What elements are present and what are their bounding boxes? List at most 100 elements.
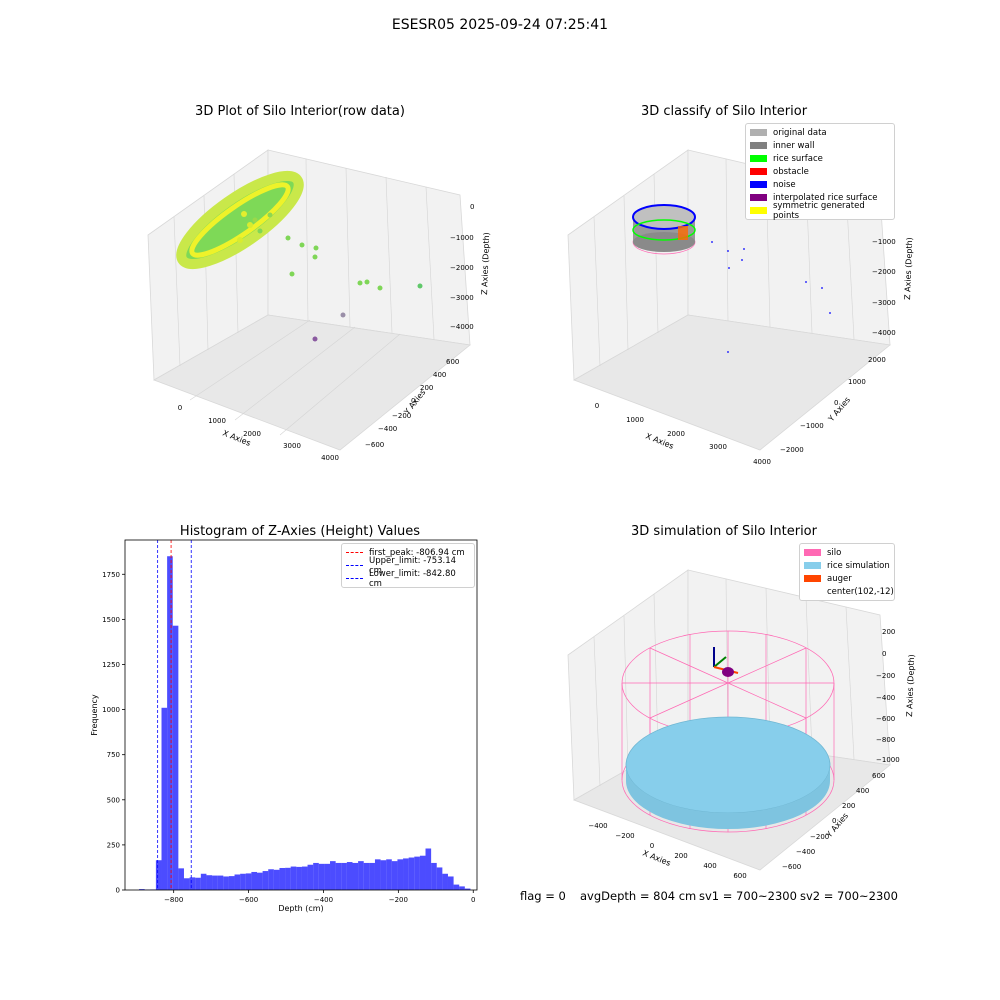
classify-y-tick: −2000 xyxy=(780,446,804,454)
legend-entry: Lower_limit: -842.80 cm xyxy=(342,569,474,589)
simulation-3d-plot: −400 −200 0 200 400 600 600 400 200 0 −2… xyxy=(567,569,916,880)
histogram-y-tick: 1750 xyxy=(102,571,120,579)
simulation-auger xyxy=(713,647,739,677)
classify-y-tick: 2000 xyxy=(868,356,886,364)
histogram-bar xyxy=(257,872,263,890)
legend-entry: interpolated rice surface xyxy=(746,191,894,204)
classify-silo-cylinder xyxy=(632,204,696,255)
raw-x-tick: 2000 xyxy=(243,430,261,438)
raw-y-tick: 0 xyxy=(411,397,415,405)
raw-z-tick: −2000 xyxy=(450,264,474,272)
histogram-bar xyxy=(324,863,331,890)
legend-entry: auger xyxy=(800,572,894,585)
histogram-y-tick: 0 xyxy=(116,887,120,895)
classify-y-tick: −1000 xyxy=(800,422,824,430)
simulation-z-tick: −200 xyxy=(876,672,895,680)
histogram-bar xyxy=(301,866,308,890)
histogram-bar xyxy=(167,556,173,890)
histogram-bar xyxy=(352,862,359,890)
simulation-z-label: Z Axies (Depth) xyxy=(905,654,916,717)
sv2-text: sv2 = 700~2300 xyxy=(800,889,898,903)
simulation-y-ticks: 600 400 200 0 −200 −400 −600 xyxy=(782,772,885,871)
simulation-z-tick: −800 xyxy=(876,736,895,744)
histogram-chart: −800 −600 −400 −200 0 0 250 500 750 1000 1250 1500… xyxy=(90,539,478,913)
raw-3d-axes-panes xyxy=(147,149,471,451)
avg-depth-text: avgDepth = 804 cm xyxy=(580,889,697,903)
classify-plot-title: 3D classify of Silo Interior xyxy=(640,104,808,119)
raw-y-tick: −400 xyxy=(378,425,397,433)
histogram-bar xyxy=(419,855,426,890)
histogram-y-tick: 1500 xyxy=(102,616,120,624)
simulation-legend: silo rice simulation auger center(102,-1… xyxy=(799,543,895,601)
simulation-x-ticks: −400 −200 0 200 400 600 xyxy=(588,822,746,880)
raw-plot-title: 3D Plot of Silo Interior(row data) xyxy=(195,104,405,119)
classify-z-tick: −1000 xyxy=(872,238,896,246)
histogram-bar xyxy=(139,889,145,890)
legend-entry: noise xyxy=(746,178,894,191)
raw-grid xyxy=(173,158,435,436)
classify-x-tick: 2000 xyxy=(667,430,685,438)
raw-y-ticks: 600 400 200 0 −200 −400 −600 xyxy=(365,358,459,449)
histogram-x-tick: −800 xyxy=(164,896,183,904)
histogram-bar xyxy=(200,873,207,890)
histogram-y-tick: 750 xyxy=(107,751,120,759)
legend-swatch xyxy=(750,168,767,175)
histogram-bar xyxy=(431,862,437,890)
raw-z-ticks: 0 −1000 −2000 −3000 −4000 xyxy=(450,203,474,331)
histogram-title: Histogram of Z-Axies (Height) Values xyxy=(179,524,421,539)
histogram-bar xyxy=(447,876,454,890)
histogram-x-tick: 0 xyxy=(471,896,475,904)
histogram-bar xyxy=(464,888,471,890)
legend-swatch xyxy=(804,562,821,569)
histogram-bar xyxy=(245,873,252,890)
histogram-bar xyxy=(228,876,235,890)
legend-entry: center(102,-12) xyxy=(800,585,894,598)
simulation-x-tick: 0 xyxy=(650,842,654,850)
histogram-bar xyxy=(436,867,443,890)
histogram-bar xyxy=(330,861,336,890)
simulation-plot-title: 3D simulation of Silo Interior xyxy=(631,524,817,539)
classify-y-label: Y Axies xyxy=(826,395,852,424)
flag-text: flag = 0 xyxy=(520,889,566,903)
raw-x-ticks: 0 1000 2000 3000 4000 xyxy=(178,404,339,460)
histogram-bar xyxy=(318,863,325,890)
raw-y-tick: 400 xyxy=(433,371,446,379)
raw-x-tick: 0 xyxy=(178,404,182,412)
histogram-bar xyxy=(414,856,420,890)
histogram-bar xyxy=(459,886,465,890)
legend-entry: inner wall xyxy=(746,139,894,152)
legend-swatch xyxy=(750,181,767,188)
histogram-bar xyxy=(408,857,415,890)
histogram-bar xyxy=(307,864,314,890)
classify-noise-points xyxy=(711,241,831,353)
raw-x-tick: 3000 xyxy=(283,442,301,450)
histogram-bar xyxy=(335,862,342,890)
raw-z-tick: 0 xyxy=(470,203,474,211)
classify-y-ticks: 2000 1000 0 −1000 −2000 xyxy=(780,356,886,454)
histogram-bar xyxy=(363,862,370,890)
histogram-legend: first_peak: -806.94 cm Upper_limit: -753… xyxy=(341,543,475,589)
simulation-x-tick: −200 xyxy=(615,832,634,840)
classify-x-tick: 1000 xyxy=(626,416,644,424)
histogram-bar xyxy=(262,871,269,890)
legend-swatch xyxy=(750,207,767,214)
histogram-x-tick: −600 xyxy=(239,896,258,904)
classify-3d-plot: 0 1000 2000 3000 4000 2000 1000 0 −1000 … xyxy=(567,149,914,465)
simulation-z-tick: 200 xyxy=(882,628,895,636)
histogram-bar xyxy=(251,871,257,890)
simulation-z-ticks: 200 0 −200 −400 −600 −800 −1000 xyxy=(876,628,900,764)
histogram-bar xyxy=(425,848,432,890)
histogram-y-tick: 1250 xyxy=(102,661,120,669)
histogram-x-tick: −400 xyxy=(314,896,333,904)
histogram-bar xyxy=(397,859,404,890)
legend-swatch xyxy=(750,142,767,149)
simulation-x-label: X Axies xyxy=(641,849,672,868)
histogram-y-ticks: 0 250 500 750 1000 1250 1500 1750 xyxy=(102,571,125,895)
histogram-bar xyxy=(358,861,364,890)
histogram-bar xyxy=(155,860,162,890)
histogram-bar xyxy=(403,858,409,890)
simulation-y-tick: 600 xyxy=(872,772,885,780)
legend-entry: rice surface xyxy=(746,152,894,165)
simulation-z-tick: −1000 xyxy=(876,756,900,764)
simulation-y-tick: 0 xyxy=(832,817,836,825)
